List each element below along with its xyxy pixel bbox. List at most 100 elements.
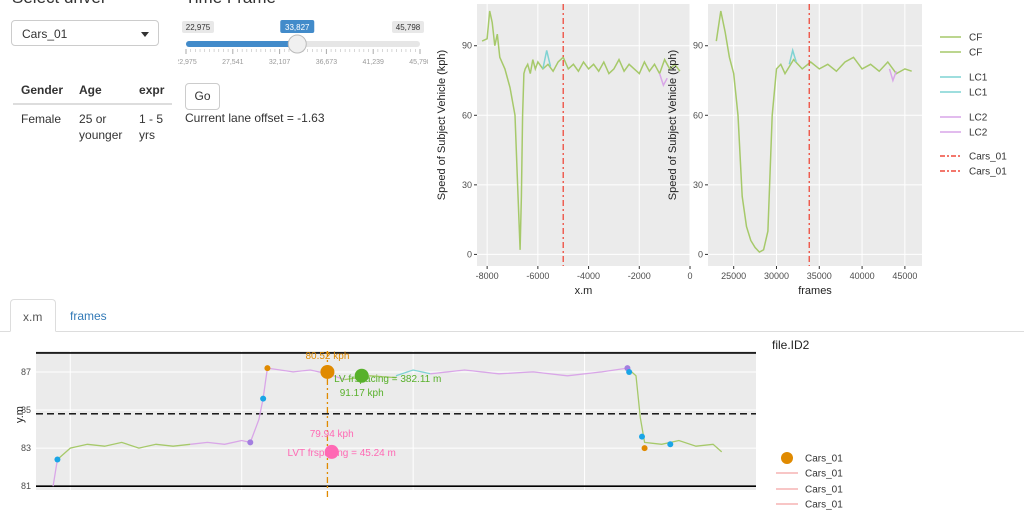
y-axis-label: Speed of Subject Vehicle (kph) xyxy=(436,50,448,200)
lag-vehicle-point xyxy=(324,444,339,459)
slider-tick-label: 32,107 xyxy=(269,59,291,66)
column-header-expr: expr xyxy=(131,79,173,105)
y-tick-label: 90 xyxy=(462,41,472,51)
legend-label: Cars_01 xyxy=(805,485,843,496)
cell-gender: Female xyxy=(21,112,62,126)
x-tick-label: 45000 xyxy=(892,271,917,281)
trajectory-line-lc2 xyxy=(52,459,59,487)
trajectory-line-cf xyxy=(344,375,397,381)
x-tick-label: 35000 xyxy=(807,271,832,281)
lane-change-marker xyxy=(626,368,633,375)
tab-xm[interactable]: x.m xyxy=(10,299,56,332)
legend-label: CF xyxy=(969,33,982,44)
y-tick-label: 30 xyxy=(462,180,472,190)
subject-speed-label: 80.52 kph xyxy=(305,351,349,362)
x-tick-label: -8000 xyxy=(476,271,499,281)
legend-label: Cars_01 xyxy=(969,167,1007,178)
trajectory-line-cf xyxy=(626,367,723,453)
slider-ticks: 22,975 27,541 32,107 36,673 41,239 45,798 xyxy=(178,49,428,66)
tab-bar-line xyxy=(0,331,1024,332)
trajectory-line-lc1 xyxy=(395,369,431,377)
lag-speed-label: 79.94 kph xyxy=(310,429,354,440)
table-header-row: Gender Age expr xyxy=(13,79,173,105)
go-button[interactable]: Go xyxy=(185,83,220,110)
slider-min-badge xyxy=(182,21,214,33)
x-tick-label: 25000 xyxy=(721,271,746,281)
y-tick-label: 81 xyxy=(21,481,31,491)
lane-change-marker xyxy=(641,445,648,452)
lane-change-marker xyxy=(260,395,267,402)
y-tick-label: 0 xyxy=(698,249,703,259)
legend-key-point xyxy=(781,452,793,464)
table-row: Female 25 or younger 1 - 5 yrs xyxy=(13,104,172,149)
series-line-lc1 xyxy=(542,50,552,70)
x-tick-label: -4000 xyxy=(577,271,600,281)
lead-vehicle-point xyxy=(354,368,369,383)
lane-chart-legend: file.ID2 Cars_01 Cars_01 Cars_01 Cars_01 xyxy=(772,338,843,511)
trajectory-line-cf xyxy=(56,441,191,460)
x-axis-label: frames xyxy=(798,285,832,297)
column-header-gender: Gender xyxy=(13,79,72,105)
time-frame-slider[interactable]: 22,975 45,798 33,827 22,975 27,541 32,107 3… xyxy=(178,14,428,70)
y-tick-label: 87 xyxy=(21,367,31,377)
speed-charts: 0 30 60 90 -8000 -6000 -4000 -2000 0 x.m Speed of … xyxy=(436,4,1007,297)
driver-select[interactable]: Cars_01 xyxy=(11,20,159,46)
y-tick-label: 60 xyxy=(693,110,703,120)
lane-position-chart: 81 83 85 87 80.52 kph LV frspacing = 382.11 m… xyxy=(14,338,843,511)
legend-label: LC2 xyxy=(969,113,988,124)
chevron-down-icon xyxy=(141,32,149,37)
column-header-age: Age xyxy=(71,79,132,105)
lane-change-marker xyxy=(54,456,61,463)
y-axis-label: y.m xyxy=(14,406,26,423)
slider-value-label: 33,827 xyxy=(285,23,310,32)
speed-vs-frames-chart: 0 30 60 90 25000 30000 35000 40000 45000 frames Sp… xyxy=(667,4,922,297)
speed-vs-xm-chart: 0 30 60 90 -8000 -6000 -4000 -2000 0 x.m Speed of … xyxy=(436,4,693,297)
series-line-cf xyxy=(481,10,681,250)
x-axis-label: x.m xyxy=(575,285,593,297)
select-driver-title: Select driver xyxy=(12,0,106,8)
y-tick-label: 60 xyxy=(462,110,472,120)
legend-label: LC2 xyxy=(969,128,988,139)
series-line-cf xyxy=(715,10,912,254)
legend-label: Cars_01 xyxy=(969,152,1007,163)
legend-label: LC1 xyxy=(969,73,988,84)
plot-panel xyxy=(477,4,690,266)
legend-label: LC1 xyxy=(969,88,988,99)
plot-panel xyxy=(708,4,922,266)
legend-label: Cars_01 xyxy=(805,500,843,511)
slider-max-badge xyxy=(392,21,424,33)
x-tick-label: 40000 xyxy=(850,271,875,281)
trajectory-line-lc2 xyxy=(190,368,269,445)
lead-spacing-label: LV frspacing = 382.11 m xyxy=(334,374,441,385)
x-tick-label: -2000 xyxy=(628,271,651,281)
x-tick-label: 30000 xyxy=(764,271,789,281)
legend-label: Cars_01 xyxy=(805,454,843,465)
y-tick-label: 83 xyxy=(21,443,31,453)
slider-fill xyxy=(186,41,298,47)
lane-position-plot: 81 83 85 87 80.52 kph LV frspacing = 382.11 m… xyxy=(14,351,756,500)
lane-change-marker xyxy=(639,433,645,440)
y-axis-label: Speed of Subject Vehicle (kph) xyxy=(667,50,679,200)
subject-vehicle-point xyxy=(320,364,335,379)
legend-title: file.ID2 xyxy=(772,338,810,352)
lag-spacing-label: LVT frspacing = 45.24 m xyxy=(288,448,396,459)
y-tick-label: 0 xyxy=(467,249,472,259)
series-line-lc2 xyxy=(658,73,668,88)
legend-label: CF xyxy=(969,48,982,59)
tab-frames[interactable]: frames xyxy=(70,309,107,323)
series-line-lc1 xyxy=(788,47,797,65)
driver-select-value: Cars_01 xyxy=(22,27,68,41)
x-tick-label: -6000 xyxy=(526,271,549,281)
y-tick-label: 30 xyxy=(693,180,703,190)
slider-tick-label: 22,975 xyxy=(178,59,197,66)
slider-tick-label: 27,541 xyxy=(222,59,244,66)
driver-info-table: Gender Age expr Female 25 or younger 1 -… xyxy=(13,79,173,149)
series-line-lc2 xyxy=(888,68,898,83)
plot-panel xyxy=(36,351,756,490)
cell-expr: 1 - 5 yrs xyxy=(139,112,164,142)
lane-change-marker xyxy=(247,439,254,446)
slider-value-badge xyxy=(280,20,315,33)
slider-handle[interactable] xyxy=(287,34,307,54)
lead-speed-label: 91.17 kph xyxy=(340,388,384,399)
lane-offset-text: Current lane offset = -1.63 xyxy=(185,111,325,125)
